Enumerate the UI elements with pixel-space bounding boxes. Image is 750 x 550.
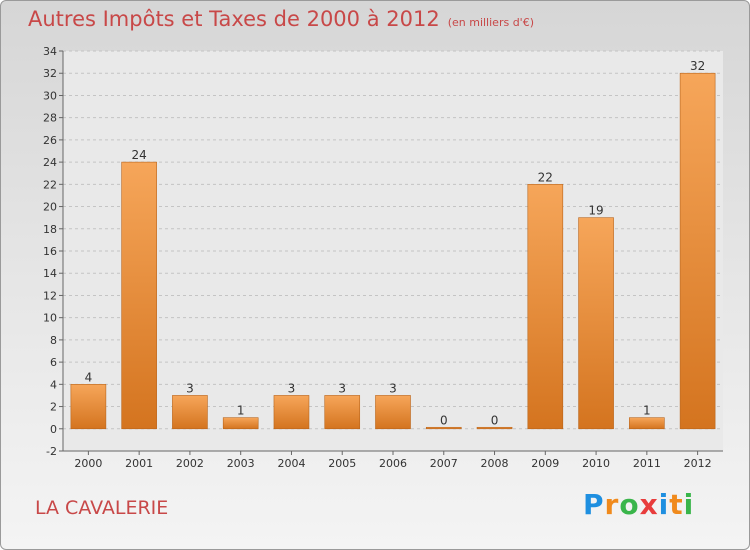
y-tick-label: 4 (50, 378, 57, 391)
x-tick-label: 2002 (176, 457, 204, 470)
y-tick-label: 6 (50, 356, 57, 369)
y-tick-label: 18 (43, 223, 57, 236)
logo-letter: i (683, 488, 695, 521)
x-tick-label: 2001 (125, 457, 153, 470)
y-tick-label: 12 (43, 289, 57, 302)
x-tick-label: 2000 (74, 457, 102, 470)
chart-title-text: Autres Impôts et Taxes de 2000 à 2012 (28, 7, 440, 31)
bar (629, 417, 665, 430)
y-tick-label: 10 (43, 312, 57, 325)
x-tick-label: 2004 (277, 457, 305, 470)
bar-value-label: 1 (237, 404, 245, 418)
logo-letter: P (583, 488, 605, 521)
y-tick-label: 30 (43, 89, 57, 102)
y-tick-label: -2 (46, 445, 57, 458)
x-tick-label: 2008 (481, 457, 509, 470)
y-tick-label: 8 (50, 334, 57, 347)
bar-value-label: 1 (643, 404, 651, 418)
bar (425, 426, 462, 430)
bar-value-label: 0 (491, 413, 499, 427)
x-tick-label: 2010 (582, 457, 610, 470)
y-tick-label: 32 (43, 67, 57, 80)
bar-value-label: 32 (690, 59, 705, 73)
bar (578, 217, 614, 430)
y-tick-label: 0 (50, 423, 57, 436)
logo-letter: t (669, 488, 684, 521)
bar-value-label: 4 (85, 370, 93, 384)
y-tick-label: 22 (43, 178, 57, 191)
y-tick-label: 20 (43, 201, 57, 214)
x-tick-label: 2006 (379, 457, 407, 470)
x-tick-label: 2005 (328, 457, 356, 470)
logo-letter: x (639, 488, 659, 521)
bar (70, 384, 107, 430)
bar (679, 72, 716, 430)
bar (375, 395, 411, 430)
bar (324, 395, 361, 430)
chart-title: Autres Impôts et Taxes de 2000 à 2012 (en… (28, 7, 534, 31)
bar-value-label: 0 (440, 413, 448, 427)
bar (121, 161, 157, 430)
x-tick-label: 2007 (430, 457, 458, 470)
y-tick-label: 14 (43, 267, 57, 280)
x-tick-label: 2012 (684, 457, 712, 470)
bar-value-label: 22 (538, 170, 553, 184)
bar-value-label: 3 (288, 381, 296, 395)
logo-letter: i (658, 488, 670, 521)
bar-value-label: 3 (338, 381, 346, 395)
bar-value-label: 24 (132, 148, 147, 162)
bar (172, 395, 208, 430)
y-tick-label: 16 (43, 245, 57, 258)
bar (222, 417, 259, 430)
place-name: LA CAVALERIE (35, 497, 169, 519)
y-tick-label: 24 (43, 156, 57, 169)
proxiti-logo: Proxiti (583, 488, 694, 521)
bar-value-label: 19 (588, 204, 603, 218)
x-tick-label: 2009 (531, 457, 559, 470)
y-tick-label: 28 (43, 112, 57, 125)
bar (527, 184, 564, 430)
chart-unit: (en milliers d'€) (447, 16, 534, 29)
bar (273, 395, 310, 430)
logo-letter: r (604, 488, 620, 521)
bar-value-label: 3 (186, 381, 194, 395)
bar-value-label: 3 (389, 381, 397, 395)
x-tick-label: 2011 (633, 457, 661, 470)
bar (476, 426, 513, 430)
y-tick-label: 26 (43, 134, 57, 147)
y-tick-label: 2 (50, 401, 57, 414)
logo-letter: o (619, 488, 640, 521)
y-tick-label: 34 (43, 45, 57, 58)
x-tick-label: 2003 (227, 457, 255, 470)
